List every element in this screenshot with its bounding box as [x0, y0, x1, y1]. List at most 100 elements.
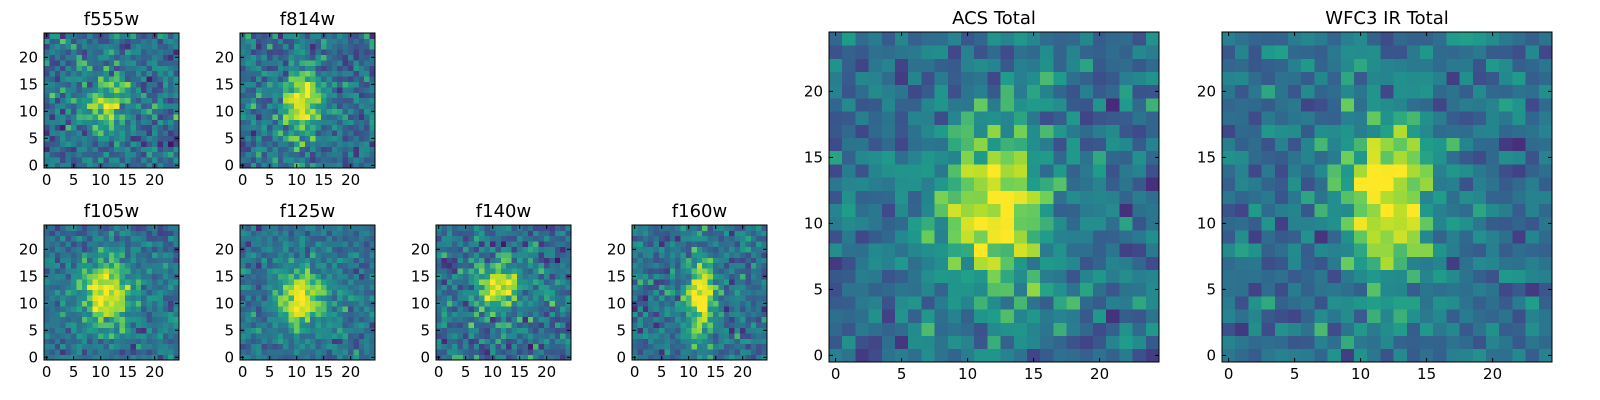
heatmap-cell — [87, 262, 93, 269]
heatmap-cell — [1145, 322, 1160, 336]
heatmap-cell — [1066, 111, 1081, 125]
heatmap-cell — [348, 327, 354, 334]
heatmap-cell — [87, 141, 93, 147]
heatmap-cell — [87, 103, 93, 109]
heatmap-cell — [49, 157, 56, 163]
heatmap-cell — [267, 103, 273, 109]
heatmap-cell — [855, 164, 869, 178]
heatmap-cell — [299, 295, 306, 301]
heatmap-cell — [1235, 335, 1249, 350]
heatmap-cell — [250, 124, 257, 131]
heatmap-cell — [653, 273, 660, 280]
heatmap-cell — [103, 60, 110, 66]
heatmap-cell — [114, 124, 120, 131]
heatmap-cell — [696, 262, 703, 269]
heatmap-cell — [659, 327, 665, 334]
heatmap-cell — [1235, 177, 1249, 191]
heatmap-cell — [495, 349, 502, 355]
heatmap-cell — [881, 111, 896, 125]
heatmap-cell — [1027, 309, 1041, 323]
heatmap-cell — [342, 33, 349, 39]
heatmap-cell — [947, 322, 962, 336]
heatmap-cell — [304, 60, 311, 66]
heatmap-cell — [152, 135, 158, 142]
heatmap-cell — [642, 257, 649, 264]
heatmap-cell — [44, 257, 50, 264]
heatmap-cell — [637, 289, 644, 296]
heatmap-cell — [261, 60, 268, 66]
heatmap-cell — [484, 235, 491, 242]
heatmap-cell — [895, 150, 909, 165]
heatmap-cell — [702, 273, 708, 280]
heatmap-cell — [675, 268, 681, 274]
heatmap-cell — [65, 349, 72, 355]
heatmap-cell — [1027, 190, 1041, 204]
heatmap-cell — [1013, 84, 1028, 99]
heatmap-cell — [1027, 137, 1041, 152]
heatmap-cell — [353, 54, 360, 61]
heatmap-cell — [294, 333, 300, 339]
heatmap-cell — [533, 268, 539, 274]
heatmap-cell — [987, 190, 1001, 204]
heatmap-cell — [76, 87, 83, 93]
heatmap-cell — [272, 103, 279, 109]
heatmap-cell — [729, 289, 735, 296]
heatmap-cell — [256, 338, 262, 345]
heatmap-cell — [680, 268, 687, 274]
heatmap-cell — [549, 257, 556, 264]
heatmap-cell — [92, 65, 99, 72]
heatmap-cell — [337, 262, 343, 269]
heatmap-cell — [267, 306, 273, 312]
heatmap-cell — [65, 252, 72, 258]
heatmap-cell — [92, 289, 99, 296]
heatmap-cell — [315, 235, 322, 242]
heatmap-cell — [560, 327, 566, 334]
heatmap-cell — [60, 87, 66, 93]
heatmap-cell — [256, 284, 262, 291]
heatmap-cell — [446, 235, 453, 242]
heatmap-cell — [921, 164, 935, 178]
heatmap-cell — [277, 70, 284, 77]
heatmap-cell — [108, 252, 115, 258]
heatmap-cell — [1222, 282, 1236, 297]
heatmap-cell — [92, 338, 99, 345]
heatmap-cell — [686, 230, 692, 237]
heatmap-cell — [680, 333, 687, 339]
heatmap-cell — [745, 230, 752, 237]
heatmap-cell — [358, 311, 365, 318]
heatmap-cell — [240, 92, 246, 99]
x-tick-label: 10 — [287, 171, 306, 189]
heatmap-cell — [125, 252, 131, 258]
heatmap-cell — [921, 84, 935, 99]
heatmap-cell — [267, 273, 273, 280]
heatmap-cell — [92, 157, 99, 163]
heatmap-cell — [152, 289, 158, 296]
heatmap-cell — [44, 103, 50, 109]
heatmap-cell — [642, 333, 649, 339]
heatmap-cell — [141, 343, 147, 350]
heatmap-cell — [987, 84, 1001, 99]
heatmap-cell — [473, 225, 480, 231]
heatmap-cell — [369, 225, 376, 231]
heatmap-cell — [250, 135, 257, 142]
heatmap-cell — [463, 316, 469, 323]
heatmap-cell — [157, 316, 164, 323]
heatmap-cell — [441, 327, 448, 334]
heatmap-cell — [168, 87, 174, 93]
heatmap-cell — [114, 235, 120, 242]
heatmap-cell — [1340, 269, 1355, 284]
heatmap-cell — [294, 76, 300, 82]
heatmap-cell — [304, 241, 311, 247]
heatmap-cell — [1079, 177, 1094, 191]
heatmap-cell — [1079, 335, 1094, 350]
heatmap-cell — [299, 108, 306, 115]
heatmap-cell — [473, 322, 480, 328]
heatmap-cell — [49, 235, 56, 242]
heatmap-cell — [337, 151, 343, 158]
heatmap-cell — [49, 60, 56, 66]
heatmap-cell — [364, 38, 370, 45]
heatmap-cell — [288, 76, 295, 82]
heatmap-cell — [92, 124, 99, 131]
heatmap-cell — [173, 322, 180, 328]
heatmap-cell — [1235, 164, 1249, 178]
